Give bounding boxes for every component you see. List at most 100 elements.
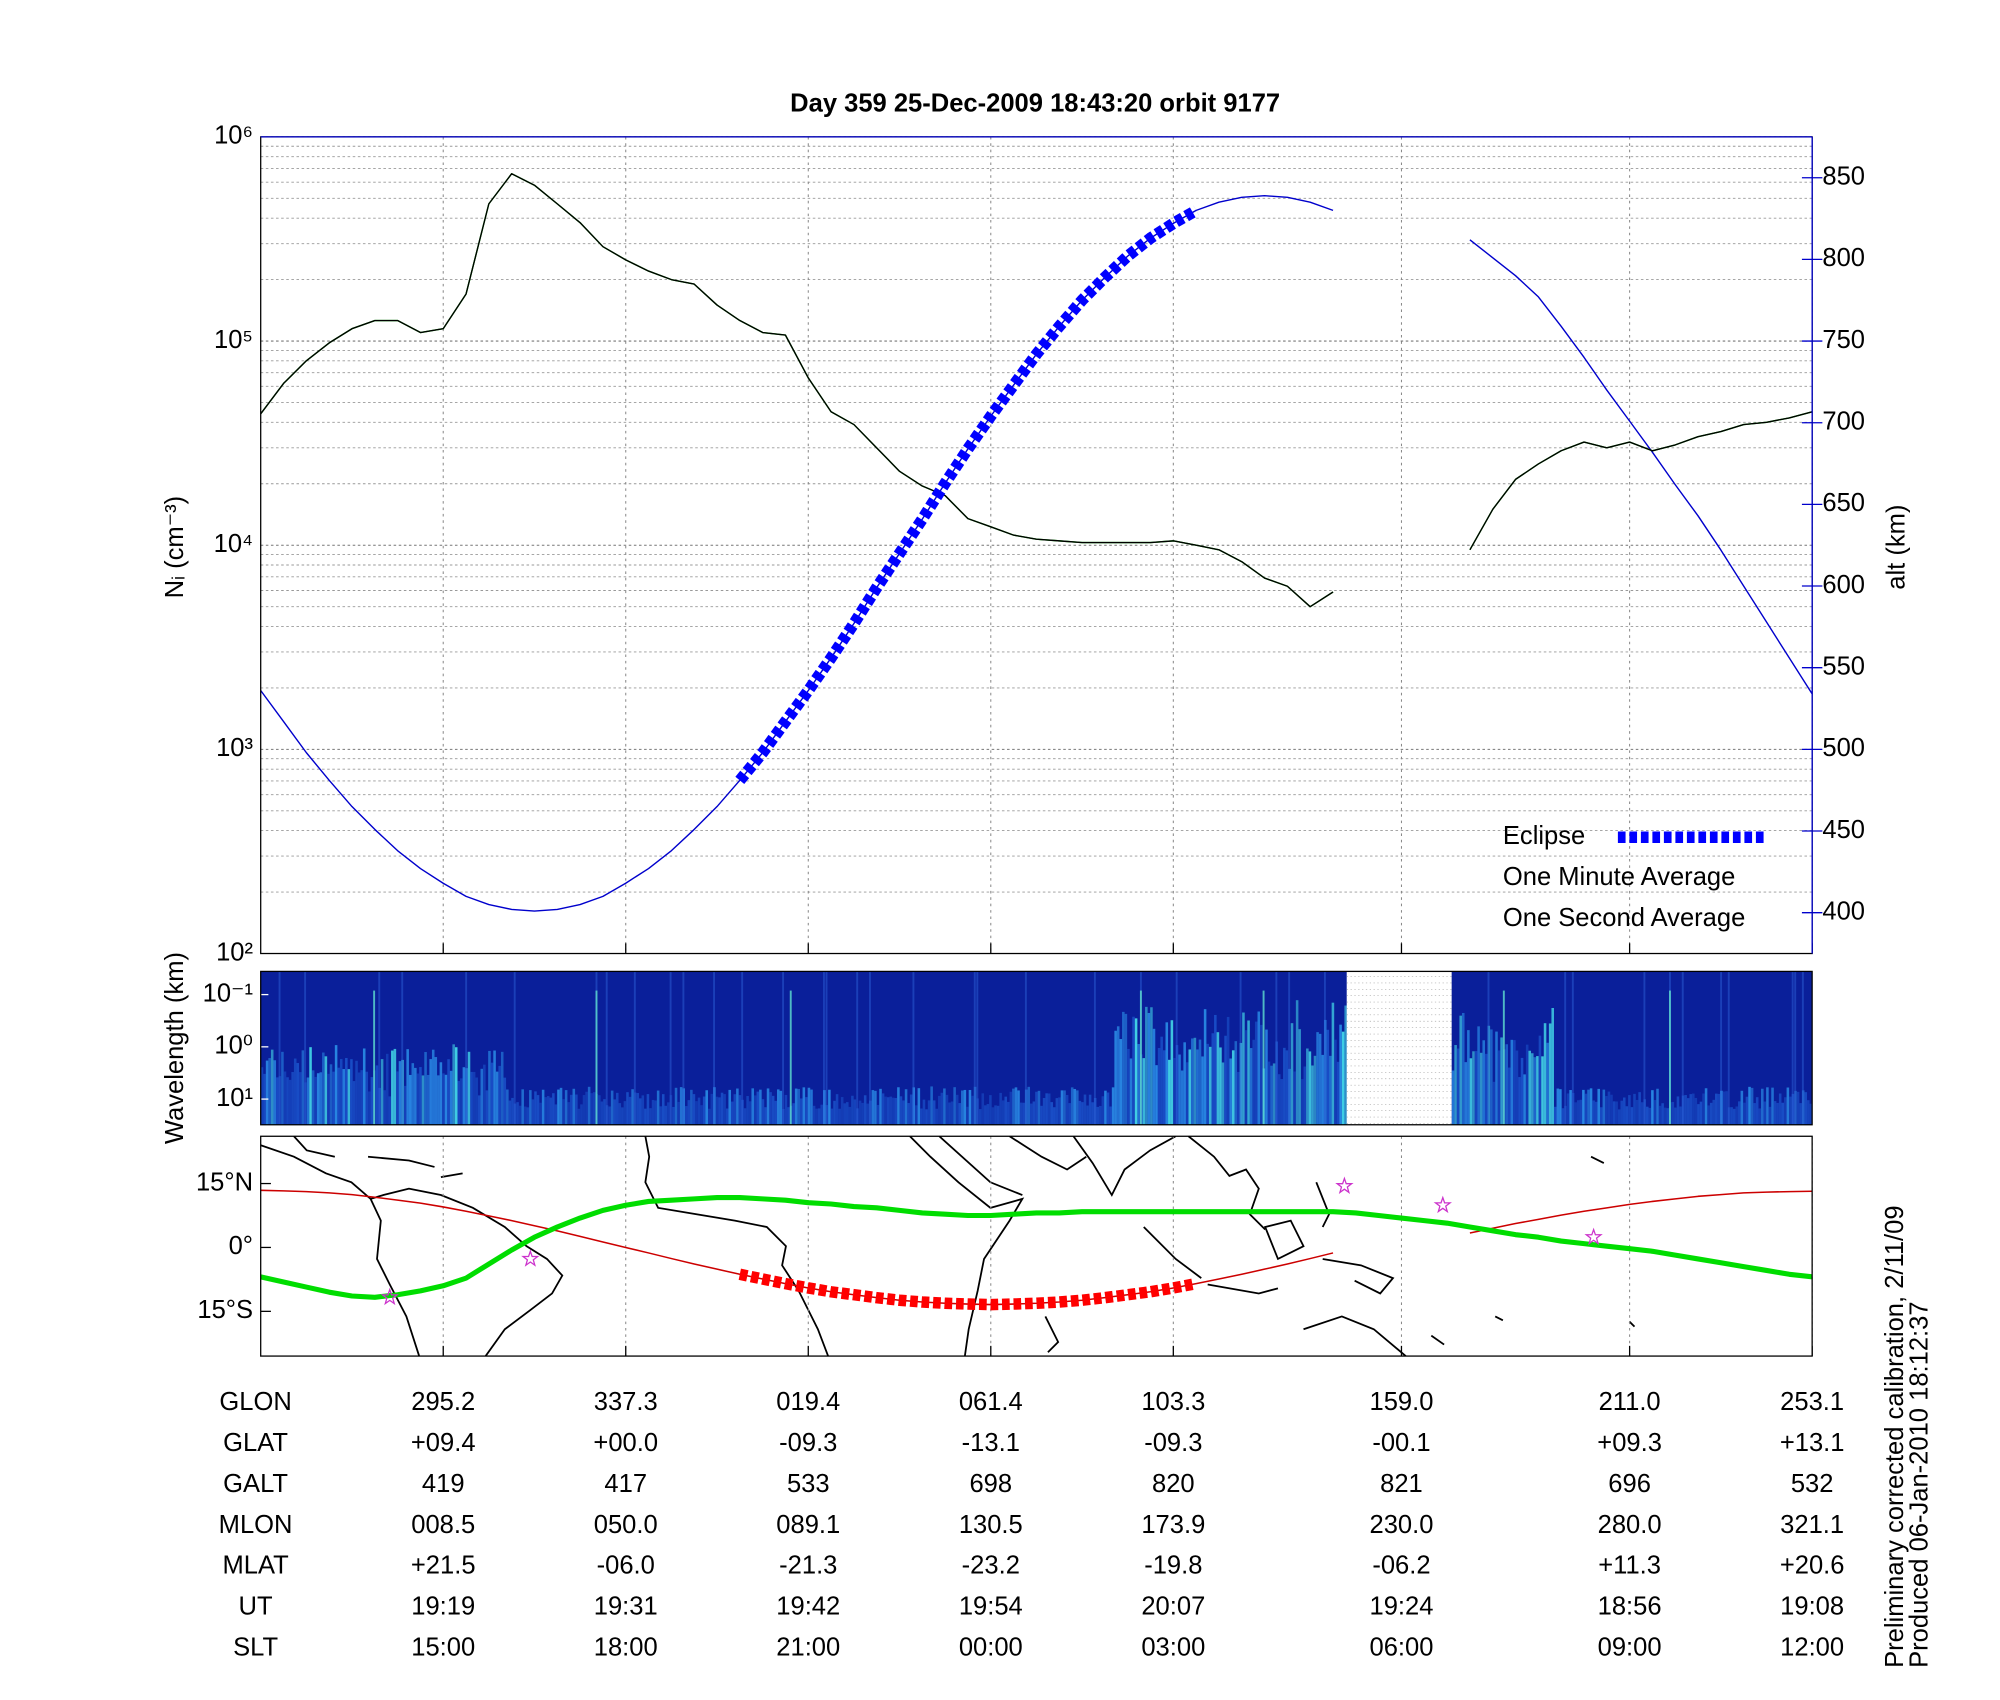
table-cell: 18:56 — [1598, 1593, 1662, 1621]
spectrogram-texture — [1050, 1102, 1054, 1125]
spectrogram-texture — [1451, 1070, 1455, 1125]
spectrogram-texture — [940, 1092, 944, 1125]
spectrogram-texture — [1743, 1102, 1746, 1125]
spectrogram-texture — [702, 1096, 706, 1125]
spectrogram-texture — [368, 1091, 371, 1125]
series-line — [260, 173, 1813, 608]
spectrogram-texture — [1137, 1043, 1140, 1125]
y-tick-label: 0° — [229, 1232, 253, 1260]
spectrogram-texture — [511, 1097, 514, 1125]
spectrogram-texture — [958, 1103, 962, 1125]
spectrogram-texture — [820, 1104, 824, 1125]
table-cell: -00.1 — [1372, 1429, 1430, 1457]
spectrogram-texture — [424, 1052, 427, 1125]
table-cell: 19:24 — [1369, 1593, 1433, 1621]
spectrogram-texture — [1513, 1040, 1516, 1125]
spectrogram-texture — [810, 1089, 813, 1125]
spectrogram-texture — [843, 1103, 847, 1125]
spectrogram-texture — [1497, 1050, 1501, 1125]
spectrogram-texture — [1594, 1101, 1598, 1125]
spectrogram-texture — [1007, 1101, 1010, 1125]
spectrogram-texture — [580, 1104, 583, 1125]
spectrogram-texture — [260, 1067, 264, 1125]
spectrogram-texture — [316, 1073, 320, 1125]
spectrogram-texture — [1088, 1094, 1092, 1125]
spectrogram-texture — [1510, 1039, 1514, 1125]
spectrogram-texture — [350, 1059, 353, 1125]
spectrogram-texture — [631, 1089, 634, 1125]
spectrogram-texture — [851, 1095, 854, 1125]
spectrogram-texture — [1173, 1057, 1176, 1125]
spectrogram-texture — [526, 1107, 530, 1125]
spectrogram-texture — [1106, 1092, 1110, 1125]
spectrogram-texture — [1027, 1086, 1031, 1125]
spectrogram-texture — [1638, 1092, 1641, 1125]
spectrogram-texture — [823, 971, 825, 1125]
spectrogram-texture — [1196, 1049, 1199, 1125]
spectrogram-texture — [743, 1108, 747, 1125]
spectrogram-texture — [1058, 1097, 1061, 1125]
spectrogram-texture — [1597, 1088, 1600, 1125]
spectrogram-texture — [1270, 1065, 1273, 1125]
spectrogram-texture — [1231, 1050, 1235, 1125]
table-cell: 19:19 — [411, 1593, 475, 1621]
spectrogram-texture — [661, 1094, 665, 1125]
coastline — [1303, 1155, 1636, 1357]
spectrogram-texture — [1561, 1108, 1565, 1125]
table-cell: -09.3 — [779, 1429, 837, 1457]
chart-title: Day 359 25-Dec-2009 18:43:20 orbit 9177 — [790, 90, 1280, 118]
x-tick-label: 00:00 — [959, 1633, 1023, 1661]
spectrogram-texture — [1160, 1036, 1163, 1125]
table-row-label: GALT — [223, 1470, 288, 1498]
spectrogram-texture — [1763, 1101, 1767, 1125]
y-tick-label: 10⁴ — [214, 530, 253, 558]
y-tick-label: 10² — [216, 938, 253, 966]
spectrogram-texture — [498, 1065, 501, 1125]
spectrogram-texture — [534, 1091, 537, 1125]
spectrogram-texture — [1132, 1016, 1135, 1125]
spectrogram-texture — [1313, 1055, 1317, 1125]
table-cell: +00.0 — [593, 1429, 658, 1457]
spectrogram-texture — [766, 1088, 770, 1125]
spectrogram-texture — [1224, 1035, 1227, 1125]
spectrogram-texture — [955, 1094, 959, 1125]
spectrogram-texture — [598, 1095, 601, 1125]
spectrogram-texture — [529, 1090, 532, 1125]
spectrogram-texture — [523, 1106, 527, 1125]
spectrogram-texture — [697, 1097, 701, 1125]
spectrogram-texture — [370, 1077, 374, 1125]
x-tick-label: 15:00 — [411, 1633, 475, 1661]
spectrogram-texture — [1784, 1097, 1787, 1125]
spectrogram-texture — [769, 1092, 772, 1125]
spectrogram-texture — [664, 1105, 668, 1125]
spectrogram-texture — [600, 1101, 604, 1125]
spectrogram-texture — [1799, 1103, 1802, 1125]
spectrogram-texture — [462, 1067, 466, 1125]
spectrogram-texture — [1344, 1005, 1347, 1125]
spectrogram-texture — [802, 1087, 806, 1125]
spectrogram-texture — [1042, 1097, 1046, 1125]
spectrogram-texture — [636, 1093, 639, 1125]
spectrogram-texture — [1150, 1007, 1153, 1125]
spectrogram-texture — [1533, 1057, 1537, 1125]
spectrogram-texture — [1009, 1091, 1013, 1125]
spectrogram-texture — [1139, 990, 1142, 1125]
y2-tick-label: 800 — [1822, 244, 1865, 272]
spectrogram-texture — [1697, 1104, 1700, 1125]
spectrogram-texture — [1063, 1090, 1066, 1125]
spectrogram-texture — [345, 1057, 348, 1125]
spectrogram-texture — [1490, 1029, 1493, 1125]
spectrogram-texture — [771, 1095, 775, 1125]
spectrogram-texture — [1045, 1093, 1048, 1125]
spectrogram-texture — [557, 1089, 560, 1125]
spectrogram-texture — [1551, 1007, 1554, 1125]
spectrogram-texture — [1257, 1011, 1261, 1125]
spectrogram-texture — [973, 971, 976, 1125]
spectrogram-texture — [554, 1104, 558, 1125]
spectrogram-texture — [490, 1062, 494, 1125]
plot-frame — [260, 970, 1813, 1126]
track-line — [260, 1195, 1813, 1300]
spectrogram-texture — [874, 1090, 877, 1125]
spectrogram-texture — [1605, 1096, 1608, 1125]
spectrogram-texture — [1035, 1091, 1038, 1125]
